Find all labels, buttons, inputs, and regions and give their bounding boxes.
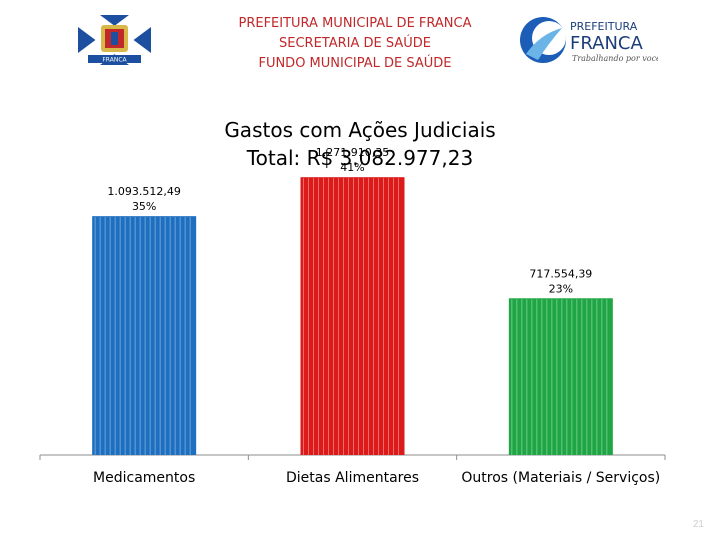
- x-tick-label: Outros (Materiais / Serviços): [461, 470, 660, 486]
- page-number: 21: [692, 519, 704, 530]
- left-logo-text: FRANCA: [102, 57, 127, 64]
- data-label-value: 1.271.910,35: [316, 146, 389, 159]
- header-line-3: FUNDO MUNICIPAL DE SAÚDE: [258, 56, 452, 71]
- data-label-value: 1.093.512,49: [107, 185, 180, 198]
- bar: [92, 216, 197, 455]
- bar: [300, 177, 405, 456]
- franca-flag-logo: FRANCA: [78, 15, 151, 65]
- data-label-value: 717.554,39: [529, 267, 592, 280]
- x-tick-label: Medicamentos: [93, 470, 195, 486]
- data-label-percent: 35%: [132, 200, 156, 213]
- data-label-percent: 23%: [549, 282, 573, 295]
- x-tick-label: Dietas Alimentares: [286, 470, 419, 486]
- data-label-percent: 41%: [340, 161, 364, 174]
- right-logo-top: PREFEITURA: [570, 20, 638, 33]
- right-logo-main: FRANCA: [570, 33, 643, 54]
- header-text: PREFEITURA MUNICIPAL DE FRANCA SECRETARI…: [200, 14, 510, 74]
- header-line-1: PREFEITURA MUNICIPAL DE FRANCA: [238, 16, 472, 31]
- chart-subtitle: Total: R$ 3.082.977,23: [246, 146, 474, 170]
- header-line-2: SECRETARIA DE SAÚDE: [279, 36, 431, 51]
- prefeitura-franca-logo: PREFEITURA FRANCA Trabalhando por você: [520, 17, 658, 63]
- right-logo-tagline: Trabalhando por você: [572, 54, 658, 63]
- chart-title-block: Gastos com Ações Judiciais Total: R$ 3.0…: [150, 116, 570, 172]
- bar: [508, 298, 613, 455]
- chart-title: Gastos com Ações Judiciais: [224, 118, 496, 142]
